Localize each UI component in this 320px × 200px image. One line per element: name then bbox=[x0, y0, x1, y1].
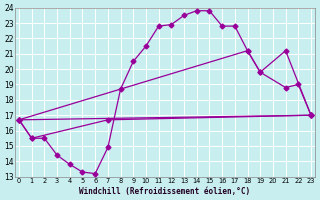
X-axis label: Windchill (Refroidissement éolien,°C): Windchill (Refroidissement éolien,°C) bbox=[79, 187, 251, 196]
